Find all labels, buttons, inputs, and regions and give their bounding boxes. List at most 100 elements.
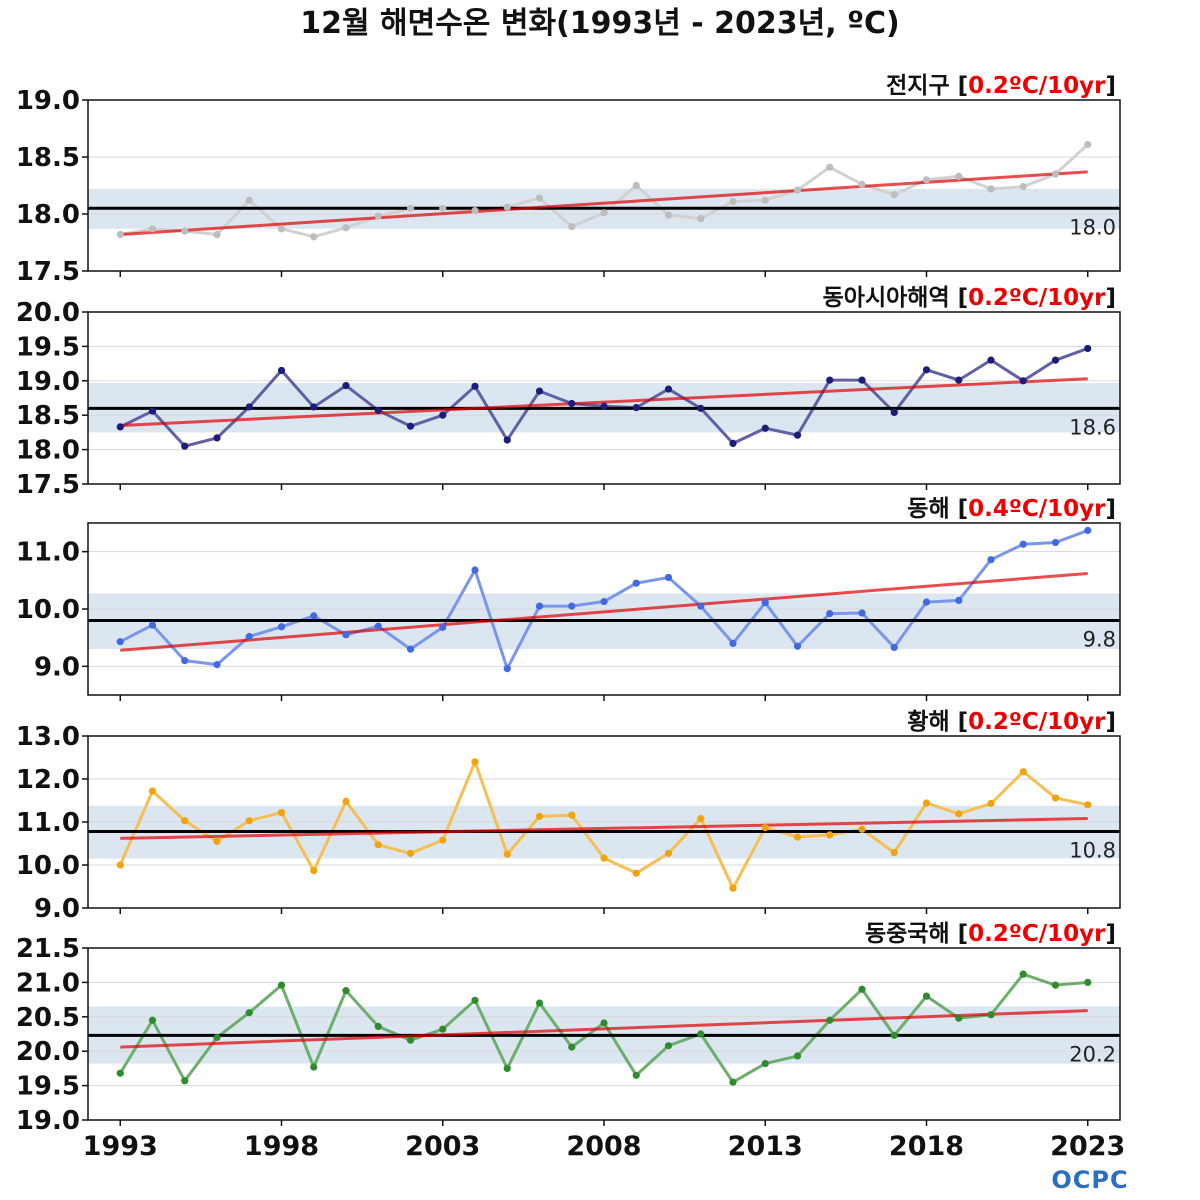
data-point: [697, 602, 705, 610]
data-point: [697, 404, 705, 412]
data-point: [793, 833, 802, 841]
panel-title: 황해 [0.2ºC/10yr]: [907, 709, 1116, 735]
data-point: [664, 1042, 673, 1050]
panel-trend-label: 0.2ºC/10yr: [968, 709, 1106, 735]
data-point: [568, 1043, 576, 1051]
data-point: [116, 1069, 124, 1077]
data-point: [310, 1063, 318, 1071]
y-tick-label: 18.0: [16, 200, 80, 230]
data-point: [987, 799, 995, 808]
y-tick-label: 19.5: [16, 1072, 80, 1102]
panel-title: 동해 [0.4ºC/10yr]: [907, 496, 1116, 522]
x-tick-label: 1998: [244, 1131, 319, 1162]
data-point: [890, 191, 898, 199]
data-point: [116, 230, 124, 239]
data-point: [374, 212, 382, 220]
data-point: [987, 185, 995, 193]
bracket-open: [: [950, 496, 969, 522]
data-point: [1051, 794, 1060, 802]
data-point: [1084, 526, 1092, 535]
y-tick-label: 9.0: [34, 894, 80, 924]
data-point: [1051, 981, 1060, 989]
bracket-open: [: [950, 921, 969, 947]
data-point: [1084, 344, 1092, 353]
panel-trend-label: 0.2ºC/10yr: [968, 285, 1106, 311]
data-point: [471, 566, 479, 574]
data-point: [1051, 538, 1060, 547]
x-tick-label: 2023: [1050, 1131, 1125, 1162]
panel-region-name: 동중국해: [865, 921, 950, 947]
data-point: [245, 196, 253, 204]
data-point: [181, 1077, 189, 1085]
data-point: [213, 1033, 221, 1042]
data-point: [374, 1022, 382, 1031]
data-point: [729, 197, 737, 206]
bracket-close: ]: [1105, 285, 1116, 311]
panel-region-name: 황해: [907, 709, 949, 735]
panel-trend-label: 0.2ºC/10yr: [968, 73, 1106, 99]
data-point: [374, 622, 382, 630]
y-tick-label: 17.5: [16, 257, 80, 287]
y-tick-label: 11.0: [16, 538, 80, 568]
data-point: [955, 376, 963, 384]
data-point: [181, 442, 189, 450]
y-tick-label: 10.0: [16, 851, 80, 881]
data-point: [858, 180, 866, 188]
y-tick-label: 10.0: [16, 595, 80, 625]
data-point: [858, 609, 866, 617]
panel-region-name: 동해: [907, 496, 949, 522]
data-point: [568, 222, 576, 231]
data-point: [181, 657, 189, 665]
data-point: [148, 1016, 157, 1024]
x-tick-label: 2018: [889, 1131, 964, 1162]
data-point: [987, 556, 995, 564]
y-tick-label: 13.0: [16, 722, 80, 752]
data-point: [632, 869, 640, 877]
y-tick-label: 19.5: [16, 332, 80, 362]
data-point: [439, 836, 447, 844]
data-point: [406, 645, 415, 653]
data-point: [1084, 801, 1092, 809]
data-point: [729, 884, 737, 892]
data-point: [858, 825, 866, 833]
figure-title: 12월 해면수온 변화(1993년 - 2023년, ºC): [300, 6, 900, 41]
data-point: [342, 797, 350, 805]
data-point: [826, 376, 834, 384]
data-point: [374, 841, 382, 849]
x-tick-label: 2003: [405, 1131, 480, 1162]
data-point: [181, 227, 189, 235]
data-point: [761, 823, 769, 832]
data-point: [793, 431, 802, 439]
data-point: [535, 999, 544, 1007]
data-point: [439, 411, 447, 419]
data-point: [922, 598, 931, 606]
y-tick-label: 20.5: [16, 1003, 80, 1033]
trend-line: [120, 571, 1088, 652]
data-point: [503, 665, 511, 673]
data-point: [1051, 356, 1060, 364]
data-point: [987, 1011, 995, 1019]
data-point: [664, 573, 673, 582]
x-tick-label: 2008: [566, 1131, 641, 1162]
data-point: [277, 225, 286, 233]
data-point: [148, 225, 157, 233]
bracket-close: ]: [1105, 921, 1116, 947]
data-point: [374, 406, 382, 414]
data-point: [471, 996, 479, 1004]
data-point: [406, 1036, 415, 1044]
data-point: [116, 638, 124, 646]
panel-title: 전지구 [0.2ºC/10yr]: [886, 73, 1116, 99]
data-point: [632, 1071, 640, 1079]
data-point: [310, 233, 318, 241]
panel-1: 17.5 18.0 18.5 19.0 18.0 전지구 [0.2ºC/10yr]: [16, 73, 1121, 287]
data-point: [729, 439, 737, 448]
bracket-open: [: [950, 709, 969, 735]
x-tick-label: 2013: [728, 1131, 803, 1162]
data-point: [310, 403, 318, 411]
data-point: [439, 623, 447, 631]
data-point: [858, 985, 866, 993]
y-tick-label: 9.0: [34, 652, 80, 682]
ocpc-logo: OCPC: [1051, 1166, 1128, 1194]
y-tick-label: 19.0: [16, 367, 80, 397]
